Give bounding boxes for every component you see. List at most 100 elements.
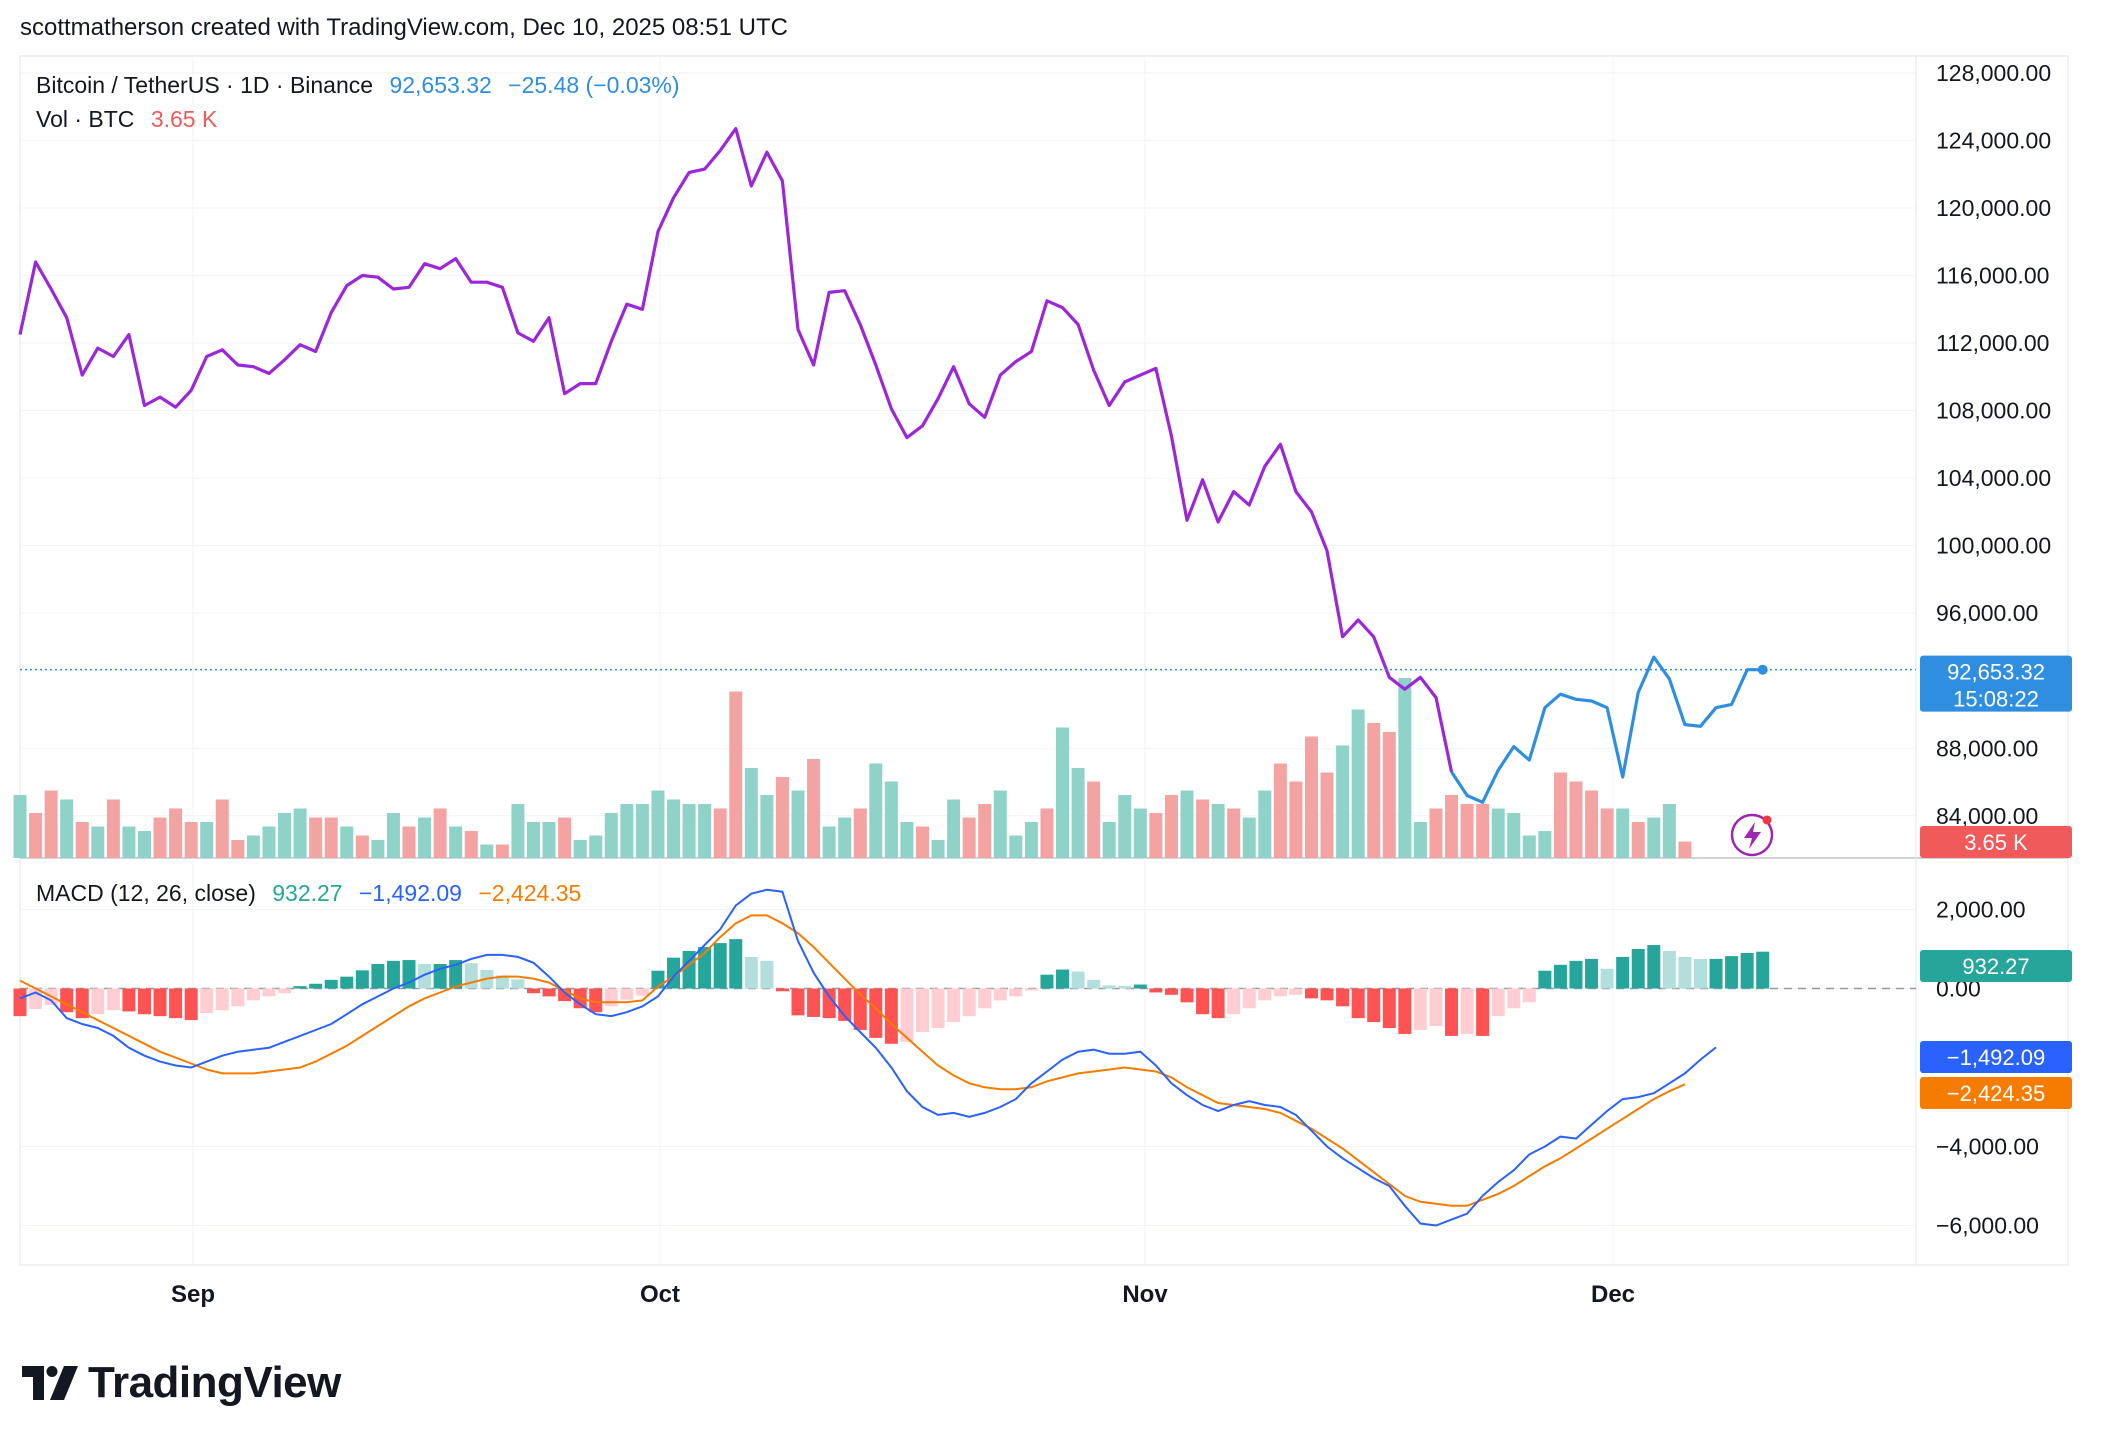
volume-bar bbox=[246, 835, 260, 858]
symbol-legend: Bitcoin / TetherUS · 1D · Binance 92,653… bbox=[36, 72, 690, 99]
volume-bar bbox=[775, 777, 789, 858]
macd-hist-bar bbox=[1522, 988, 1536, 1003]
macd-line-tag-text: −1,492.09 bbox=[1947, 1045, 2045, 1070]
volume-bar bbox=[293, 808, 307, 858]
macd-hist-bar bbox=[1180, 988, 1194, 1003]
legend-price: 92,653.32 bbox=[389, 72, 492, 98]
macd-hist-bar bbox=[1693, 958, 1707, 989]
volume-bar bbox=[464, 831, 478, 858]
volume-bar bbox=[853, 808, 867, 858]
volume-bar bbox=[137, 831, 151, 858]
macd-hist-bar bbox=[1056, 969, 1070, 989]
tradingview-logo[interactable]: TradingView bbox=[22, 1358, 341, 1408]
tradingview-logo-icon bbox=[22, 1366, 78, 1400]
macd-label[interactable]: MACD (12, 26, close) bbox=[36, 880, 256, 906]
volume-bar bbox=[355, 835, 369, 858]
volume-bar bbox=[1273, 763, 1287, 858]
macd-hist-bar bbox=[526, 988, 540, 994]
volume-bar bbox=[1367, 723, 1381, 858]
macd-hist-bar bbox=[418, 964, 432, 989]
volume-bar bbox=[1538, 831, 1552, 858]
volume-bar bbox=[122, 826, 136, 858]
volume-bar bbox=[1242, 817, 1256, 858]
volume-bar bbox=[309, 817, 323, 858]
macd-hist-value: 932.27 bbox=[272, 880, 343, 906]
price-tick-label: 108,000.00 bbox=[1936, 398, 2051, 424]
price-tick-label: 124,000.00 bbox=[1936, 127, 2051, 153]
macd-hist-bar bbox=[760, 960, 774, 989]
volume-tag-bg bbox=[1920, 826, 2072, 858]
macd-hist-bar bbox=[153, 988, 167, 1017]
macd-hist-bar bbox=[1304, 988, 1318, 999]
volume-bar bbox=[1102, 822, 1116, 858]
macd-tick-label: −4,000.00 bbox=[1936, 1134, 2039, 1160]
price-tick-label: 120,000.00 bbox=[1936, 195, 2051, 221]
volume-bar bbox=[1289, 781, 1303, 858]
macd-hist-bar bbox=[1507, 988, 1521, 1009]
macd-hist-bar bbox=[1476, 988, 1490, 1036]
volume-bar bbox=[169, 808, 183, 858]
volume-bar bbox=[1631, 822, 1645, 858]
macd-hist-bar bbox=[1351, 988, 1365, 1019]
volume-bar bbox=[44, 790, 58, 858]
volume-bar bbox=[200, 822, 214, 858]
month-label: Dec bbox=[1591, 1281, 1635, 1308]
macd-hist-bar bbox=[1429, 988, 1443, 1027]
month-label: Oct bbox=[640, 1281, 680, 1308]
volume-label[interactable]: Vol · BTC bbox=[36, 106, 135, 132]
volume-bar bbox=[604, 813, 618, 858]
macd-hist-bar bbox=[713, 943, 727, 989]
volume-bar bbox=[1196, 799, 1210, 858]
macd-hist-bar bbox=[1258, 988, 1272, 1001]
volume-bar bbox=[713, 808, 727, 858]
macd-hist-bar bbox=[620, 988, 634, 1000]
macd-hist-bar bbox=[931, 988, 945, 1028]
macd-hist-bar bbox=[13, 988, 27, 1017]
price-last-point bbox=[1757, 664, 1768, 675]
macd-hist-bar bbox=[1740, 952, 1754, 989]
price-tick-label: 116,000.00 bbox=[1936, 262, 2049, 288]
volume-bar bbox=[931, 840, 945, 858]
price-tick-label: 112,000.00 bbox=[1936, 330, 2049, 356]
macd-hist-bar bbox=[635, 988, 649, 996]
volume-bars bbox=[13, 678, 1692, 858]
volume-bar bbox=[60, 799, 74, 858]
volume-bar bbox=[558, 817, 572, 858]
volume-bar bbox=[75, 822, 89, 858]
volume-bar bbox=[1382, 732, 1396, 858]
volume-bar bbox=[1600, 808, 1614, 858]
macd-hist-bar bbox=[324, 979, 338, 989]
macd-hist-bar bbox=[884, 988, 898, 1044]
macd-hist-bar bbox=[1336, 988, 1350, 1007]
volume-bar bbox=[262, 826, 276, 858]
macd-hist-bar bbox=[947, 988, 961, 1023]
symbol-name[interactable]: Bitcoin / TetherUS · 1D · Binance bbox=[36, 72, 374, 98]
macd-hist-bar bbox=[1725, 956, 1739, 989]
volume-bar bbox=[1258, 790, 1272, 858]
macd-legend: MACD (12, 26, close) 932.27 −1,492.09 −2… bbox=[36, 880, 591, 907]
volume-bar bbox=[324, 817, 338, 858]
macd-hist-bar bbox=[1040, 974, 1054, 989]
volume-bar bbox=[635, 804, 649, 858]
macd-hist-bar bbox=[1398, 988, 1412, 1034]
tradingview-logo-text: TradingView bbox=[88, 1358, 341, 1407]
volume-bar bbox=[651, 790, 665, 858]
volume-bar bbox=[1009, 835, 1023, 858]
volume-bar bbox=[1491, 808, 1505, 858]
volume-bar bbox=[1056, 727, 1070, 858]
macd-hist-bar bbox=[775, 988, 789, 992]
price-tick-label: 100,000.00 bbox=[1936, 533, 2051, 559]
volume-legend: Vol · BTC 3.65 K bbox=[36, 106, 227, 133]
volume-tag-text: 3.65 K bbox=[1964, 830, 2028, 855]
volume-bar bbox=[1118, 795, 1132, 858]
macd-hist-bar bbox=[1678, 956, 1692, 989]
price-tag-text: 15:08:22 bbox=[1953, 687, 2039, 712]
volume-bar bbox=[1320, 772, 1334, 858]
signal-line bbox=[19, 914, 1686, 1207]
macd-hist-bar bbox=[915, 988, 929, 1032]
macd-hist-bar bbox=[1367, 988, 1381, 1023]
header-attribution: scottmatherson created with TradingView.… bbox=[20, 14, 788, 41]
macd-hist-bar bbox=[1413, 988, 1427, 1030]
volume-bar bbox=[1304, 736, 1318, 858]
